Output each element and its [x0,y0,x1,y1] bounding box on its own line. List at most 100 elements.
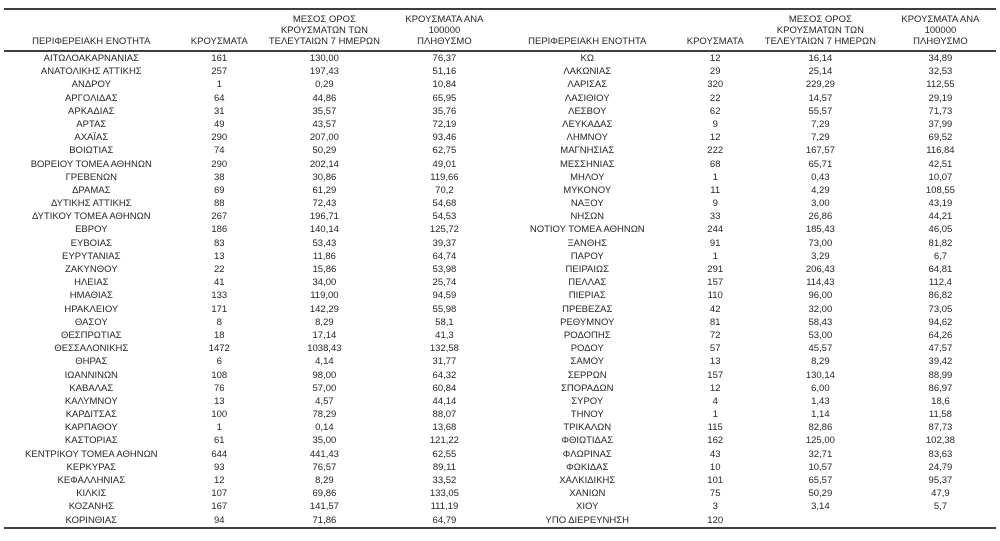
per100k-cell: 119,66 [430,171,459,183]
per100k-cell: 24,79 [928,461,953,473]
avg7-cell: 206,43 [805,264,835,275]
cases-cell: 22 [213,264,225,275]
avg7-cell: 44,86 [312,92,337,104]
avg7-cell: 53,43 [312,237,337,249]
region-cell: ΗΜΑΘΙΑΣ [69,290,113,302]
region-cell: ΦΩΚΙΔΑΣ [566,461,609,473]
cases-cell: 257 [211,66,228,78]
per100k-cell: 34,89 [928,53,953,64]
per100k-cell: 31,77 [432,356,457,368]
header-per100k-right: ΚΡΟΥΣΜΑΤΑ ΑΝΑ 100000 ΠΛΗΘΥΣΜΟ [884,9,996,52]
avg7-cell: 11,86 [312,250,336,262]
avg7-cell: 43,57 [312,118,337,130]
region-cell: ΙΩΑΝΝΙΝΩΝ [64,369,118,381]
table-row: ΔΥΤΙΚΟΥ ΤΟΜΕΑ ΑΘΗΝΩΝ 267 196,71 54,53 ΝΗΣΩΝ 3… [4,210,996,223]
table-row: ΑΧΑΪΑΣ 290 207,00 93,46 ΛΗΜΝΟΥ 12 7,29 69,52 [4,131,996,144]
region-cell: ΚΩ [580,53,594,64]
region-cell: ΝΗΣΩΝ [570,211,605,223]
region-cell: ΑΡΤΑΣ [76,118,107,130]
per100k-cell: 49,01 [432,158,457,170]
region-cell: ΠΙΕΡΙΑΣ [568,290,606,302]
per100k-cell: 53,98 [432,264,457,275]
cases-cell: 107 [211,488,228,500]
region-cell: ΗΛΕΙΑΣ [74,277,109,289]
avg7-cell: 185,43 [805,224,835,236]
avg7-cell: 140,14 [309,224,339,236]
avg7-cell: 207,00 [309,132,339,144]
cases-cell: 29 [709,66,721,78]
table-row: ΚΑΡΠΑΘΟΥ 1 0,14 13,68 ΤΡΙΚΑΛΩΝ 115 82,86 87,73 [4,421,996,434]
cases-cell: 157 [707,277,724,289]
cases-cell: 6 [216,356,222,368]
avg7-cell: 65,71 [808,158,833,170]
region-cell: ΛΑΡΙΣΑΣ [567,79,608,91]
region-cell: ΔΥΤΙΚΗΣ ΑΤΤΙΚΗΣ [51,198,132,210]
avg7-cell: 71,86 [312,514,337,526]
region-cell: ΧΙΟΥ [576,501,599,513]
cases-cell: 81 [709,316,721,328]
per100k-cell: 64,79 [432,514,457,526]
per100k-cell: 64,26 [928,329,953,341]
per100k-cell: 51,16 [432,66,457,78]
region-cell: ΠΕΛΛΑΣ [568,277,607,289]
avg7-cell: 57,00 [312,382,337,394]
region-cell: ΝΑΞΟΥ [570,198,604,210]
region-cell: ΣΕΡΡΩΝ [567,369,607,381]
cases-cell: 100 [211,409,228,421]
region-cell: ΘΕΣΣΑΛΟΝΙΚΗΣ [54,343,129,355]
per100k-cell: 76,37 [432,53,457,64]
avg7-cell: 167,57 [805,145,835,157]
table-row: ΕΒΡΟΥ 186 140,14 125,72 ΝΟΤΙΟΥ ΤΟΜΕΑ ΑΘΗΝΩΝ 2… [4,223,996,236]
region-cell: ΒΟΡΕΙΟΥ ΤΟΜΕΑ ΑΘΗΝΩΝ [30,158,152,170]
avg7-cell: 76,57 [312,461,337,473]
per100k-cell: 93,46 [432,132,457,144]
per100k-cell: 11,58 [928,409,952,421]
per100k-cell: 111,19 [430,501,459,513]
per100k-cell: 39,42 [928,356,953,368]
table-row: ΑΝΑΤΟΛΙΚΗΣ ΑΤΤΙΚΗΣ 257 197,43 51,16 ΛΑΚΩΝΙΑΣ… [4,65,996,78]
avg7-cell: 141,57 [309,501,339,513]
per100k-cell: 88,07 [432,409,457,421]
region-cell: ΛΑΣΙΘΙΟΥ [564,92,610,104]
per100k-cell: 35,76 [432,105,457,117]
avg7-cell: 26,86 [808,211,833,223]
table-row: ΘΕΣΣΑΛΟΝΙΚΗΣ 1472 1038,43 132,58 ΡΟΔΟΥ 57 45,5… [4,342,996,355]
per100k-cell: 29,19 [928,92,953,104]
table-body: ΑΙΤΩΛΟΑΚΑΡΝΑΝΙΑΣ 161 130,00 76,37 ΚΩ 12 16,14 3… [4,51,996,528]
cases-cell: 167 [211,501,228,513]
region-cell: ΛΕΣΒΟΥ [568,105,607,117]
region-cell: ΚΕΦΑΛΛΗΝΙΑΣ [57,475,126,486]
region-cell: ΡΟΔΟΥ [570,343,604,355]
per100k-cell: 25,74 [432,277,457,289]
region-cell: ΔΡΑΜΑΣ [72,184,111,196]
avg7-cell: 16,14 [808,53,833,64]
region-cell: ΓΡΕΒΕΝΩΝ [65,171,117,183]
table-row: ΒΟΙΩΤΙΑΣ 74 50,29 62,75 ΜΑΓΝΗΣΙΑΣ 222 167,57 11… [4,144,996,157]
table-row: ΓΡΕΒΕΝΩΝ 38 30,86 119,66 ΜΗΛΟΥ 1 0,43 10,07 [4,171,996,184]
avg7-cell: 96,00 [808,290,833,302]
table-row: ΚΕΝΤΡΙΚΟΥ ΤΟΜΕΑ ΑΘΗΝΩΝ 644 441,43 62,55 ΦΛΩΡ… [4,448,996,461]
table-row: ΚΑΣΤΟΡΙΑΣ 61 35,00 121,22 ΦΘΙΩΤΙΔΑΣ 162 125,00… [4,434,996,447]
region-cell: ΚΑΒΑΛΑΣ [69,382,114,394]
cases-cell: 120 [707,514,724,526]
cases-cell: 244 [707,224,724,236]
cases-cell: 22 [709,92,721,104]
cases-cell: 31 [213,105,225,117]
table-row: ΔΥΤΙΚΗΣ ΑΤΤΙΚΗΣ 88 72,43 54,68 ΝΑΞΟΥ 9 3,00 43,… [4,197,996,210]
avg7-cell: 196,71 [309,211,339,223]
avg7-cell: 8,29 [811,356,830,368]
cases-cell: 101 [707,475,724,486]
per100k-cell [885,514,996,528]
per100k-cell: 112,55 [926,79,955,91]
per100k-cell: 89,11 [432,461,456,473]
cases-cell: 9 [712,198,718,210]
avg7-cell: 197,43 [309,66,339,78]
per100k-cell: 44,14 [432,395,457,407]
per100k-cell: 64,81 [928,264,953,275]
cases-cell: 75 [709,488,721,500]
cases-cell: 12 [709,132,721,144]
per100k-cell: 116,84 [926,145,955,157]
cases-cell: 43 [709,448,721,460]
avg7-cell: 229,29 [805,79,835,91]
avg7-cell: 35,57 [312,105,337,117]
